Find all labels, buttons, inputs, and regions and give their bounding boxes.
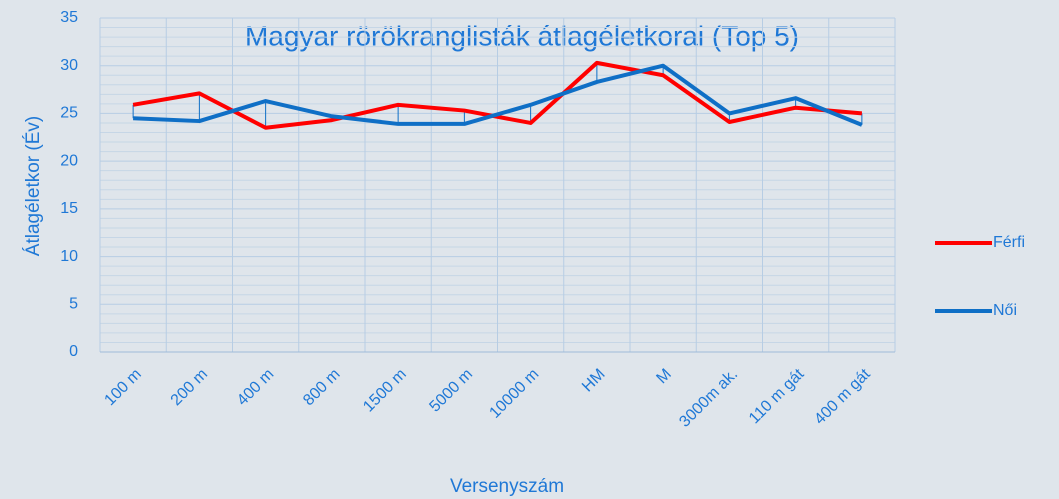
y-tick-label: 35 [60, 9, 78, 26]
y-tick-label: 20 [60, 152, 78, 169]
series-line [132, 60, 863, 130]
y-tick-label: 15 [60, 200, 78, 217]
y-tick-label: 30 [60, 57, 78, 74]
y-tick-label: 25 [60, 105, 78, 122]
series-line [133, 63, 863, 127]
legend-label: Férfi [993, 234, 1025, 251]
legend-label: Női [993, 302, 1017, 319]
y-tick-label: 0 [69, 343, 78, 360]
x-axis-title: Versenyszám [450, 476, 564, 497]
y-tick-label: 10 [60, 248, 78, 265]
y-axis-title: Átlagéletkor (Év) [23, 116, 44, 256]
y-tick-label: 5 [69, 296, 78, 313]
